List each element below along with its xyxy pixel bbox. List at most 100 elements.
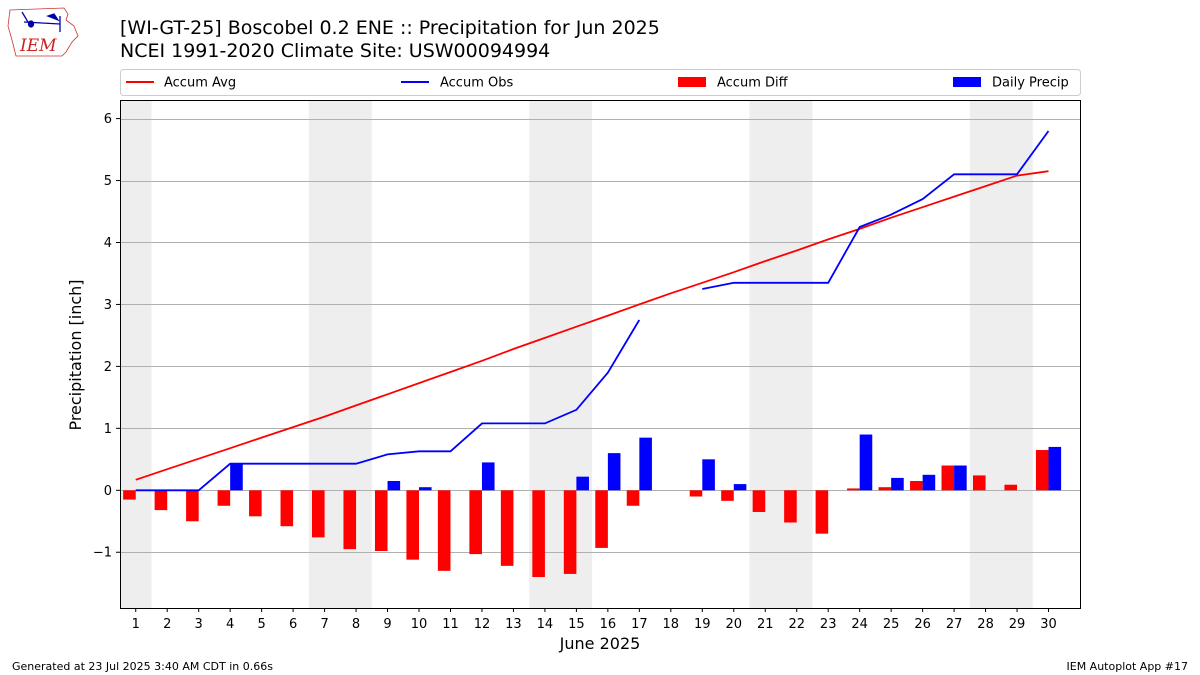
iem-logo: IEM: [7, 7, 79, 57]
accum-diff-bar: [532, 490, 545, 578]
accum-diff-bar: [721, 490, 734, 501]
accum-diff-bar: [847, 488, 860, 491]
y-axis-ticks: −1 0 1 2 3 4 5 6: [93, 112, 120, 561]
x-tick-label: 27: [946, 617, 963, 632]
x-tick-label: 22: [788, 617, 805, 632]
accum-diff-bar: [280, 490, 294, 527]
accum-diff-bar: [469, 490, 482, 555]
y-tick-label: 6: [104, 112, 112, 127]
weather-station-icon: [21, 11, 61, 32]
accum-diff-bar: [406, 490, 420, 560]
x-tick-label: 2: [163, 617, 171, 632]
accum-diff-bar: [689, 490, 703, 497]
accum-diff-bar: [437, 490, 451, 571]
daily-precip-bar: [576, 476, 589, 491]
y-tick-label: 1: [104, 422, 112, 437]
x-tick-label: 13: [505, 617, 522, 632]
daily-precip-bar: [419, 487, 432, 491]
x-tick-label: 25: [883, 617, 900, 632]
accum-diff-bar: [626, 490, 640, 506]
daily-precip-bar: [481, 462, 495, 491]
x-tick-label: 1: [132, 617, 140, 632]
x-tick-label: 29: [1009, 617, 1026, 632]
x-tick-label: 6: [289, 617, 297, 632]
legend-swatch-accum-diff: [678, 77, 706, 87]
chart-subtitle: NCEI 1991-2020 Climate Site: USW00094994: [120, 40, 551, 62]
weekend-band-1: [120, 100, 152, 608]
daily-precip-bar: [702, 459, 715, 491]
x-tick-label: 5: [257, 617, 265, 632]
logo-text: IEM: [19, 36, 57, 56]
x-tick-label: 20: [725, 617, 742, 632]
x-tick-label: 18: [663, 617, 680, 632]
weekend-band-4: [749, 100, 813, 608]
accum-diff-bar: [374, 490, 388, 552]
accum-diff-bar: [878, 487, 892, 491]
accum-diff-bar: [154, 490, 168, 511]
accum-diff-bar: [752, 490, 766, 512]
x-tick-label: 4: [226, 617, 234, 632]
accum-diff-bar: [123, 490, 136, 500]
x-tick-label: 15: [568, 617, 585, 632]
daily-precip-bar: [1048, 446, 1062, 491]
accum-diff-bar: [249, 490, 262, 517]
legend: Accum Avg Accum Obs Accum Diff Daily Pre…: [120, 69, 1081, 96]
x-tick-label: 26: [914, 617, 931, 632]
y-tick-label: 5: [104, 174, 112, 189]
y-axis-label: Precipitation [inch]: [66, 279, 85, 430]
x-tick-label: 17: [631, 617, 648, 632]
x-tick-label: 12: [474, 617, 491, 632]
accum-obs-line: [702, 130, 1050, 290]
accum-diff-bar: [312, 490, 325, 538]
y-tick-label: 3: [104, 298, 112, 313]
accum-avg-line: [135, 170, 1049, 481]
legend-label-accum-diff: Accum Diff: [717, 76, 789, 91]
weekend-band-5: [969, 100, 1033, 608]
x-tick-label: 23: [820, 617, 837, 632]
bar-series: [123, 434, 1062, 578]
daily-precip-bar: [639, 437, 652, 491]
x-tick-label: 8: [352, 617, 360, 632]
y-tick-label: 0: [104, 484, 112, 499]
y-tick-label: 2: [104, 360, 112, 375]
x-tick-label: 28: [977, 617, 994, 632]
accum-obs-line: [135, 319, 641, 492]
x-tick-label: 19: [694, 617, 711, 632]
app-label: IEM Autoplot App #17: [1066, 660, 1189, 673]
accum-diff-bar: [972, 475, 986, 491]
daily-precip-bar: [733, 484, 747, 491]
accum-diff-bar: [815, 490, 829, 534]
x-tick-label: 21: [757, 617, 774, 632]
accum-diff-bar: [784, 490, 797, 523]
chart-title: [WI-GT-25] Boscobel 0.2 ENE :: Precipita…: [120, 17, 660, 39]
accum-diff-bar: [343, 490, 357, 550]
x-tick-label: 30: [1040, 617, 1057, 632]
legend-frame: [120, 69, 1081, 96]
x-tick-label: 10: [411, 617, 428, 632]
legend-label-daily-precip: Daily Precip: [992, 76, 1069, 91]
accum-diff-bar: [595, 490, 608, 548]
x-tick-label: 7: [320, 617, 328, 632]
iowa-outline-icon: [7, 7, 79, 57]
x-tick-label: 3: [195, 617, 203, 632]
daily-precip-bar: [230, 463, 243, 491]
accum-diff-bar: [563, 490, 577, 574]
accum-diff-bar: [941, 465, 955, 491]
line-series: [135, 130, 1050, 492]
x-tick-label: 11: [442, 617, 459, 632]
accum-diff-bar: [217, 490, 231, 506]
legend-swatch-daily-precip: [953, 77, 981, 87]
accum-diff-bar: [500, 490, 514, 566]
daily-precip-bar: [891, 477, 904, 491]
x-axis-label: June 2025: [559, 634, 641, 653]
y-tick-label: −1: [93, 546, 112, 561]
daily-precip-bar: [607, 453, 621, 491]
accum-diff-bar: [186, 490, 199, 522]
accum-diff-bar: [1004, 484, 1018, 491]
daily-precip-bar: [859, 434, 873, 491]
y-tick-label: 4: [104, 236, 112, 251]
plot-frame: [120, 100, 1081, 609]
accum-diff-bar: [910, 481, 923, 491]
daily-precip-bar: [922, 474, 936, 491]
